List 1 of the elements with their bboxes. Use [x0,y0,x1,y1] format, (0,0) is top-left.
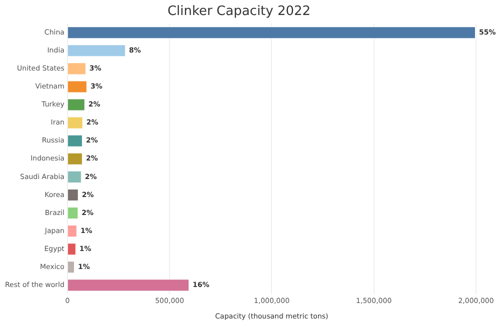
chart-title: Clinker Capacity 2022 [167,4,311,20]
